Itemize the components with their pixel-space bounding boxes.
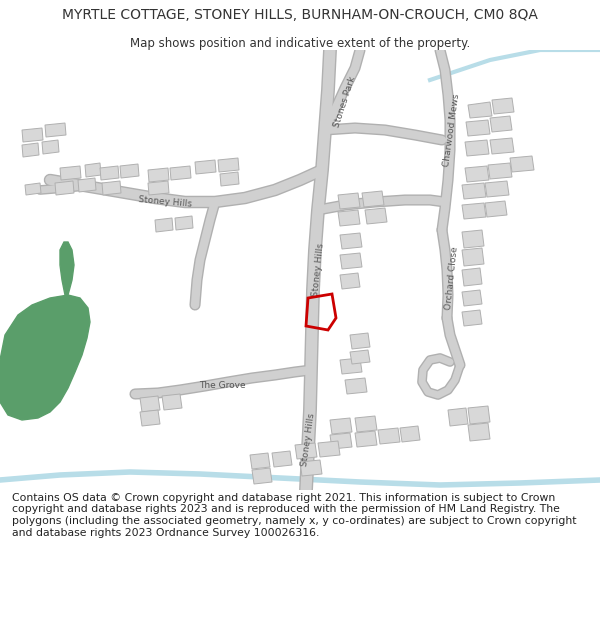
Polygon shape <box>340 233 362 249</box>
Polygon shape <box>100 166 119 180</box>
Text: Stoney Hills: Stoney Hills <box>138 195 192 209</box>
Polygon shape <box>365 208 387 224</box>
Polygon shape <box>140 410 160 426</box>
Polygon shape <box>140 396 160 412</box>
Polygon shape <box>330 418 352 434</box>
Polygon shape <box>462 183 486 199</box>
Polygon shape <box>350 333 370 349</box>
Polygon shape <box>492 98 514 114</box>
Polygon shape <box>195 160 216 174</box>
Text: Charwood Mews: Charwood Mews <box>442 93 461 167</box>
Text: Stoney Hills: Stoney Hills <box>300 412 316 468</box>
Polygon shape <box>510 156 534 172</box>
Polygon shape <box>340 273 360 289</box>
Polygon shape <box>466 120 490 136</box>
Polygon shape <box>220 172 239 186</box>
Polygon shape <box>338 193 360 209</box>
Text: Contains OS data © Crown copyright and database right 2021. This information is : Contains OS data © Crown copyright and d… <box>12 492 577 538</box>
Polygon shape <box>345 378 367 394</box>
Text: Stones Park: Stones Park <box>332 75 358 129</box>
Polygon shape <box>42 140 59 154</box>
Polygon shape <box>355 416 377 432</box>
Polygon shape <box>338 210 360 226</box>
Polygon shape <box>462 248 484 266</box>
Polygon shape <box>355 431 377 447</box>
Polygon shape <box>250 453 270 469</box>
Polygon shape <box>300 460 322 476</box>
Text: Stoney Hills: Stoney Hills <box>311 242 325 298</box>
Polygon shape <box>462 268 482 286</box>
Polygon shape <box>465 140 489 156</box>
Polygon shape <box>170 166 191 180</box>
Polygon shape <box>162 394 182 410</box>
Polygon shape <box>148 181 169 195</box>
Polygon shape <box>252 468 272 484</box>
Polygon shape <box>148 168 169 182</box>
Polygon shape <box>400 426 420 442</box>
Polygon shape <box>55 181 74 195</box>
Polygon shape <box>468 423 490 441</box>
Polygon shape <box>378 428 400 444</box>
Polygon shape <box>102 181 121 195</box>
Polygon shape <box>468 406 490 424</box>
Polygon shape <box>490 116 512 132</box>
Polygon shape <box>488 163 512 179</box>
Text: MYRTLE COTTAGE, STONEY HILLS, BURNHAM-ON-CROUCH, CM0 8QA: MYRTLE COTTAGE, STONEY HILLS, BURNHAM-ON… <box>62 8 538 22</box>
Polygon shape <box>465 166 489 182</box>
Polygon shape <box>350 350 370 364</box>
Polygon shape <box>340 253 362 269</box>
Polygon shape <box>490 138 514 154</box>
Polygon shape <box>462 310 482 326</box>
Polygon shape <box>272 451 292 467</box>
Polygon shape <box>0 295 90 420</box>
Polygon shape <box>330 433 352 449</box>
Text: Map shows position and indicative extent of the property.: Map shows position and indicative extent… <box>130 36 470 49</box>
Polygon shape <box>175 216 193 230</box>
Polygon shape <box>60 166 81 180</box>
Polygon shape <box>60 242 74 295</box>
Polygon shape <box>468 102 492 118</box>
Polygon shape <box>155 218 173 232</box>
Polygon shape <box>462 230 484 248</box>
Polygon shape <box>22 128 43 142</box>
Polygon shape <box>448 408 468 426</box>
Polygon shape <box>485 181 509 197</box>
Polygon shape <box>45 123 66 137</box>
Polygon shape <box>25 183 41 195</box>
Polygon shape <box>318 441 340 457</box>
Polygon shape <box>295 443 317 459</box>
Polygon shape <box>120 164 139 178</box>
Polygon shape <box>78 178 96 192</box>
Polygon shape <box>85 163 101 177</box>
Polygon shape <box>340 358 362 374</box>
Polygon shape <box>22 143 39 157</box>
Polygon shape <box>462 203 486 219</box>
Text: Orchard Close: Orchard Close <box>444 246 460 310</box>
Polygon shape <box>362 191 384 207</box>
Text: The Grove: The Grove <box>199 381 245 391</box>
Polygon shape <box>485 201 507 217</box>
Polygon shape <box>218 158 239 172</box>
Polygon shape <box>462 290 482 306</box>
